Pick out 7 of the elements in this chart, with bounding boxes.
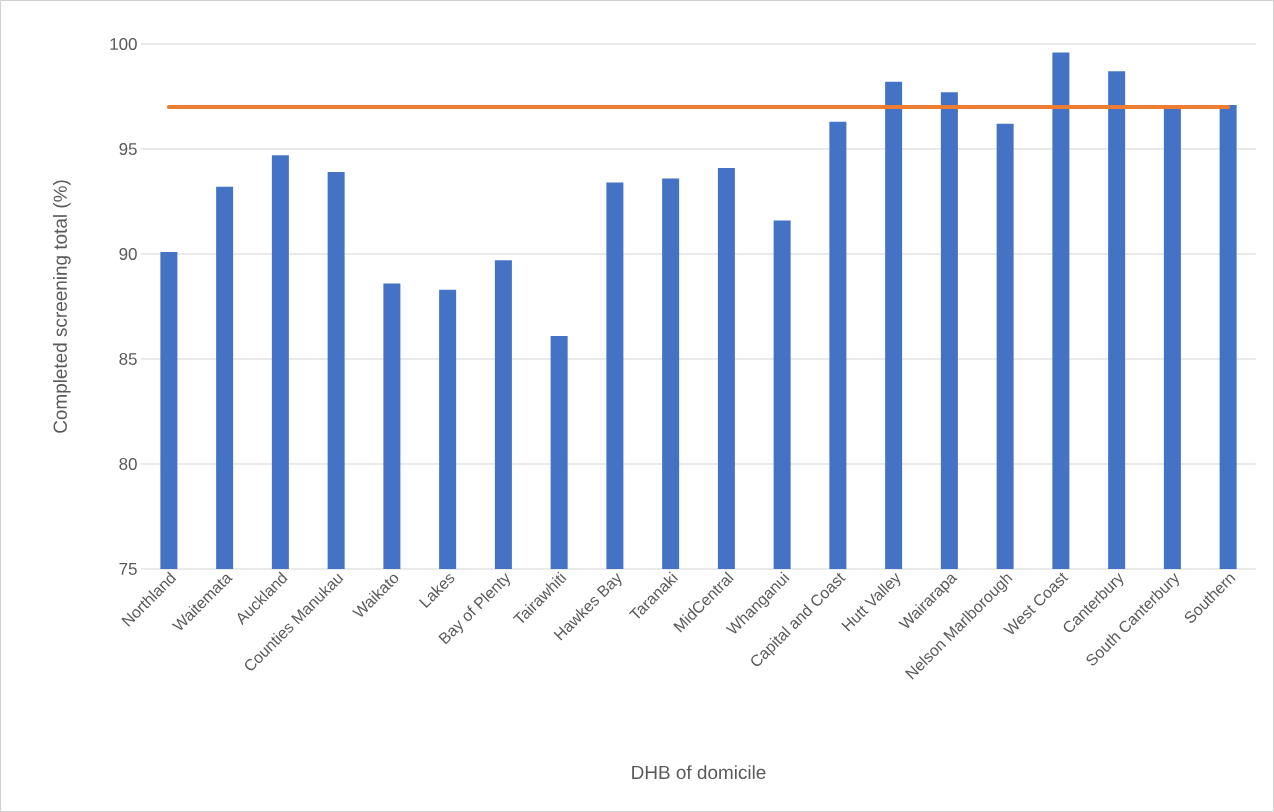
y-tick-label: 80	[119, 457, 137, 470]
y-tick-label: 95	[119, 142, 137, 155]
x-axis-title: DHB of domicile	[632, 765, 766, 780]
y-tick-label: 85	[119, 352, 137, 365]
y-axis-title: Completed screening total (%)	[53, 180, 71, 433]
y-tick-label: 90	[119, 247, 137, 260]
y-tick-label: 100	[110, 37, 137, 50]
